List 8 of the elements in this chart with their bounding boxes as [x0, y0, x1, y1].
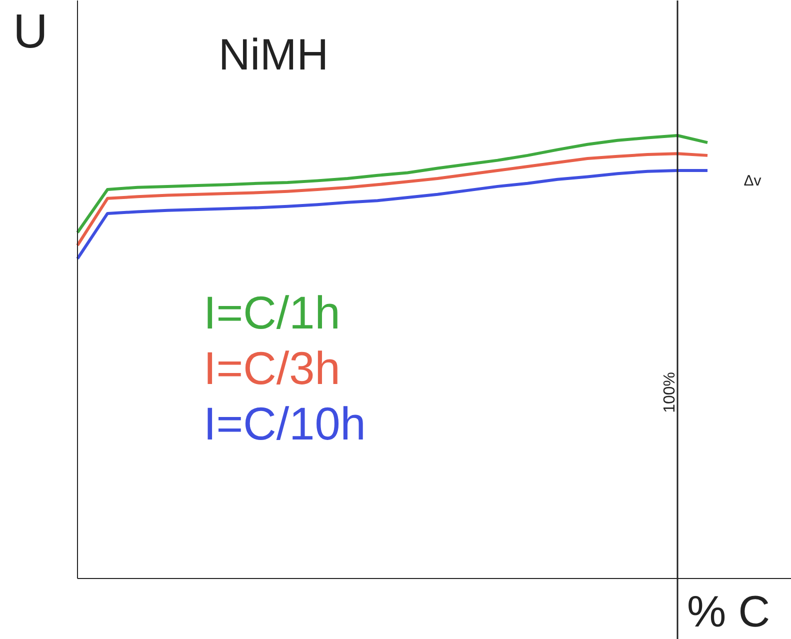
- y-axis-title: U: [13, 6, 48, 58]
- annotation: 100%: [662, 372, 678, 413]
- x-axis-title: % C: [686, 588, 770, 636]
- chart-title: NiMH: [218, 30, 328, 80]
- text: I=C/10h: [204, 397, 366, 450]
- text: I=C/3h: [204, 342, 340, 394]
- text: Δv: [744, 172, 762, 190]
- text: I=C/1h: [204, 286, 340, 339]
